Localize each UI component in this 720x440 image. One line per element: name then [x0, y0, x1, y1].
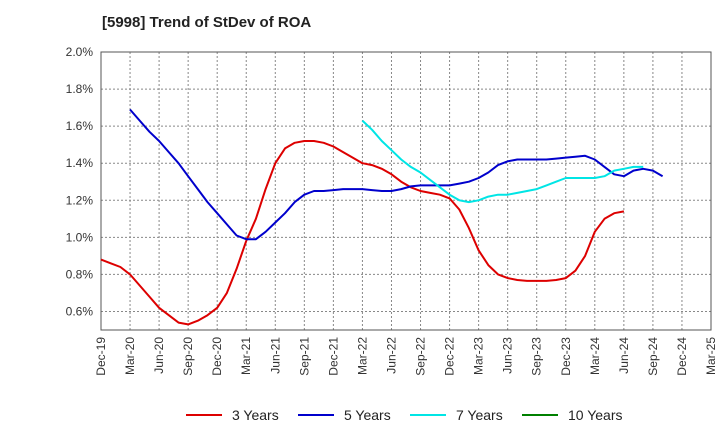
x-tick-label: Sep-20 [181, 337, 195, 376]
legend-item-7-years: 7 Years [410, 405, 503, 425]
legend-swatch-10-years [522, 414, 558, 416]
x-tick-label: Dec-19 [94, 337, 108, 376]
x-tick-label: Jun-23 [501, 337, 515, 374]
legend-label-5-years: 5 Years [344, 407, 391, 423]
y-tick-label: 0.8% [66, 267, 94, 281]
x-tick-label: Mar-24 [588, 337, 602, 375]
legend-item-5-years: 5 Years [298, 405, 391, 425]
y-tick-label: 1.4% [66, 156, 94, 170]
x-tick-label: Mar-25 [704, 337, 718, 375]
x-tick-label: Sep-24 [646, 337, 660, 376]
x-tick-label: Jun-24 [617, 337, 631, 374]
x-tick-label: Jun-21 [268, 337, 282, 374]
legend-label-7-years: 7 Years [456, 407, 503, 423]
series-line-3-years [100, 140, 625, 326]
x-tick-label: Sep-22 [414, 337, 428, 376]
x-tick-label: Mar-20 [123, 337, 137, 375]
y-tick-label: 1.2% [66, 193, 94, 207]
legend-label-3-years: 3 Years [232, 407, 279, 423]
legend-label-10-years: 10 Years [568, 407, 623, 423]
y-tick-label: 1.0% [66, 230, 94, 244]
x-tick-label: Sep-23 [530, 337, 544, 376]
legend: 3 Years 5 Years 7 Years 10 Years [0, 405, 720, 425]
legend-swatch-5-years [298, 414, 334, 416]
x-tick-label: Mar-21 [239, 337, 253, 375]
legend-item-3-years: 3 Years [186, 405, 279, 425]
x-tick-label: Dec-22 [443, 337, 457, 376]
legend-swatch-3-years [186, 414, 222, 416]
x-tick-label: Dec-24 [675, 337, 689, 376]
x-tick-label: Sep-21 [297, 337, 311, 376]
legend-item-10-years: 10 Years [522, 405, 623, 425]
y-tick-label: 1.8% [66, 82, 94, 96]
x-tick-label: Mar-22 [355, 337, 369, 375]
series-line-5-years [129, 108, 664, 241]
plot-border [100, 51, 712, 331]
x-tick-label: Dec-23 [559, 337, 573, 376]
x-tick-label: Mar-23 [472, 337, 486, 375]
y-tick-label: 0.6% [66, 304, 94, 318]
x-tick-label: Jun-22 [384, 337, 398, 374]
x-tick-label: Jun-20 [152, 337, 166, 374]
y-tick-label: 2.0% [66, 45, 94, 59]
x-tick-label: Dec-20 [210, 337, 224, 376]
chart-title: [5998] Trend of StDev of ROA [102, 14, 312, 31]
y-tick-label: 1.6% [66, 119, 94, 133]
series-line-7-years [361, 119, 644, 204]
x-tick-label: Dec-21 [326, 337, 340, 376]
plot-area [101, 52, 711, 330]
legend-swatch-7-years [410, 414, 446, 416]
